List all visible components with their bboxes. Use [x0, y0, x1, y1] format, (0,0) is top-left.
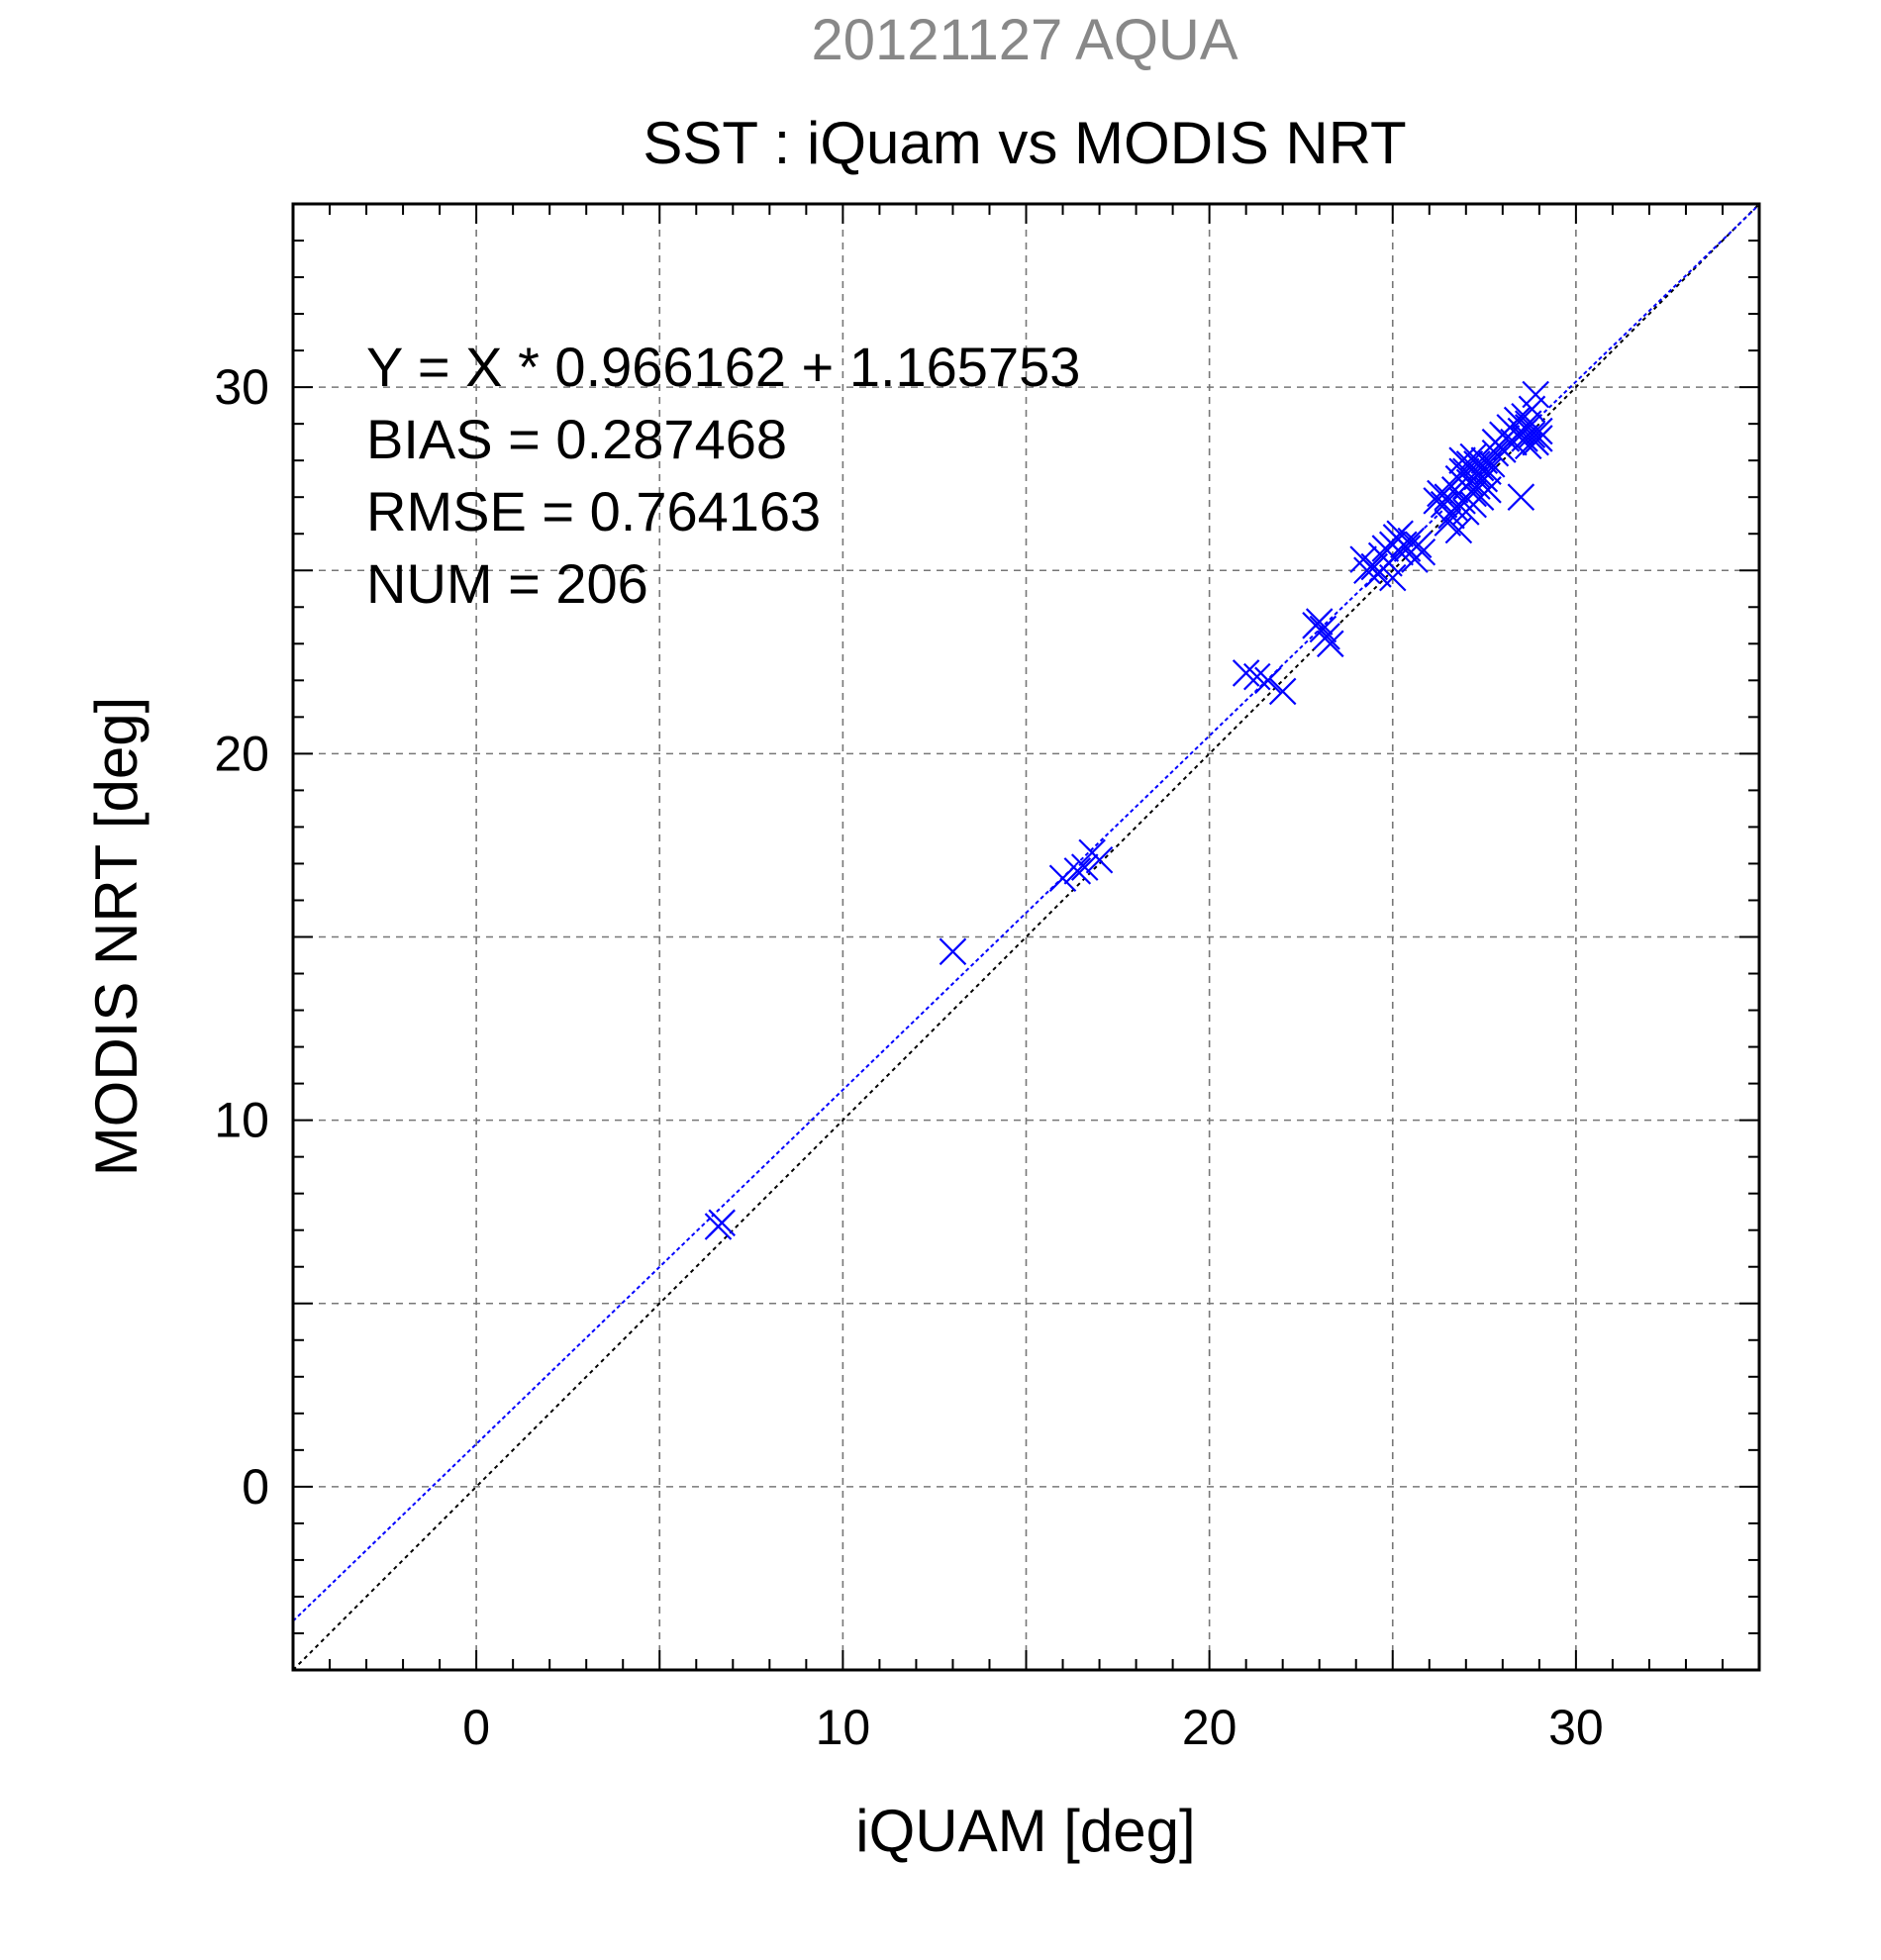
x-tick-label: 30 — [1548, 1700, 1604, 1755]
y-tick-label: 30 — [214, 359, 269, 415]
y-axis-label: MODIS NRT [deg] — [83, 697, 149, 1177]
data-point — [1518, 421, 1546, 449]
data-point — [1048, 864, 1077, 893]
data-point — [1085, 845, 1114, 874]
data-point — [1526, 425, 1553, 452]
data-point — [1378, 563, 1407, 592]
data-point — [1522, 380, 1549, 409]
x-tick-labels: 0 10 20 30 — [462, 1700, 1603, 1755]
data-point — [1507, 483, 1535, 511]
data-point — [704, 1213, 733, 1240]
data-point — [1367, 541, 1396, 570]
data-point — [1459, 442, 1487, 471]
data-point — [1305, 608, 1334, 636]
data-point — [1404, 531, 1433, 559]
data-point — [1423, 487, 1450, 515]
data-point — [1463, 450, 1491, 478]
data-point — [1254, 666, 1282, 695]
data-point — [1232, 659, 1260, 687]
x-axis-label: iQUAM [deg] — [855, 1798, 1195, 1864]
y-tick-label: 20 — [214, 726, 269, 781]
y-tick-labels: 0 10 20 30 — [214, 359, 269, 1515]
y-tick-label: 10 — [214, 1093, 269, 1148]
data-point — [939, 937, 967, 966]
stats-annotation: BIAS = 0.287468 — [366, 408, 787, 470]
data-point — [1474, 476, 1502, 504]
data-points — [704, 380, 1553, 1240]
chart-title: SST : iQuam vs MODIS NRT — [643, 110, 1406, 176]
chart-supertitle: 20121127 AQUA — [811, 8, 1238, 72]
minor-ticks — [293, 204, 1759, 1670]
stats-annotation: Y = X * 0.966162 + 1.165753 — [366, 336, 1080, 398]
data-point — [1386, 520, 1414, 548]
data-point — [1309, 615, 1337, 643]
x-tick-label: 0 — [462, 1700, 490, 1755]
y-tick-label: 0 — [242, 1459, 269, 1515]
data-point — [1427, 479, 1454, 508]
x-tick-label: 20 — [1182, 1700, 1238, 1755]
data-point — [1514, 410, 1542, 438]
plot-frame — [291, 202, 1761, 1672]
data-point — [1444, 516, 1473, 544]
stats-annotation: NUM = 206 — [366, 552, 648, 615]
data-point — [1070, 853, 1099, 881]
data-point — [1063, 857, 1092, 885]
data-point — [1317, 630, 1344, 658]
data-point — [1268, 677, 1297, 706]
stats-annotations: Y = X * 0.966162 + 1.165753 BIAS = 0.2874… — [366, 336, 1080, 615]
x-tick-label: 10 — [816, 1700, 871, 1755]
data-point — [1313, 623, 1340, 650]
data-point — [1242, 662, 1271, 691]
stats-annotation: RMSE = 0.764163 — [366, 480, 821, 542]
data-point — [1408, 538, 1436, 566]
